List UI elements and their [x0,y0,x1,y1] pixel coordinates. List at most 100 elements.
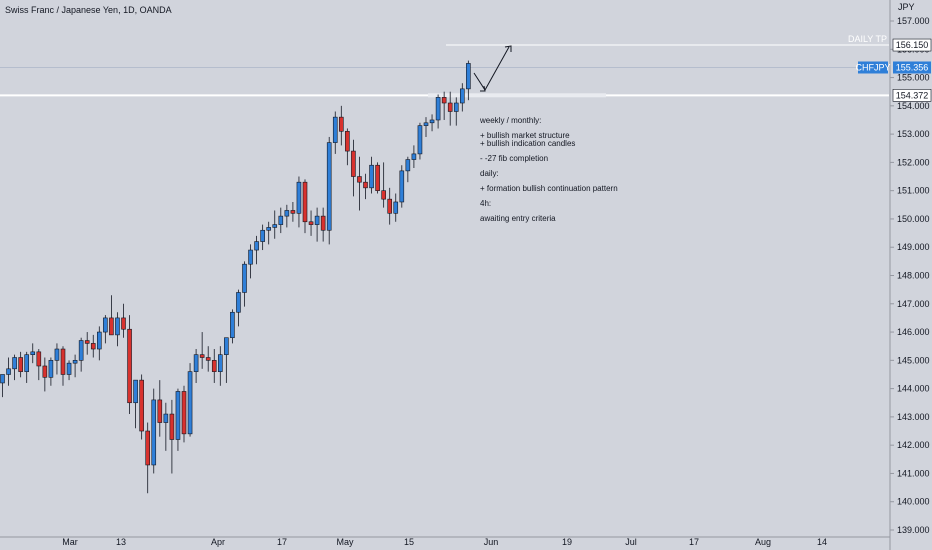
candle-down[interactable] [345,128,350,166]
projection-path[interactable] [473,45,512,92]
candle-up[interactable] [103,315,108,344]
candle-up[interactable] [0,374,5,398]
candle-up[interactable] [429,114,435,132]
candle-up[interactable] [411,145,417,169]
candle-down[interactable] [357,156,362,211]
candle-up[interactable] [6,357,11,386]
candle-up[interactable] [284,204,290,228]
target-price-tag[interactable] [892,38,932,52]
candle-up[interactable] [278,207,284,234]
candle-up[interactable] [314,207,320,242]
candle-down[interactable] [387,187,393,225]
candle-up[interactable] [24,351,30,383]
candle-up[interactable] [236,289,241,327]
candle-down[interactable] [381,162,386,208]
candle-up[interactable] [296,176,302,228]
candle-up[interactable] [151,388,157,474]
candle-up[interactable] [230,309,235,344]
candle-up[interactable] [193,349,199,383]
symbol-tag[interactable] [858,61,888,74]
candle-up[interactable] [405,156,411,183]
candle-down[interactable] [139,374,144,440]
candle-body [290,210,296,214]
candle-up[interactable] [266,221,272,245]
candle-down[interactable] [302,179,308,234]
candle-down[interactable] [60,346,66,386]
candle-down[interactable] [127,315,132,415]
candle-up[interactable] [218,346,223,386]
candle-up[interactable] [466,60,471,101]
candle-down[interactable] [205,346,211,372]
candle-down[interactable] [351,139,356,197]
candle-up[interactable] [54,343,60,375]
x-tick-label: 17 [689,537,699,547]
candle-up[interactable] [459,83,465,112]
candle-down[interactable] [121,303,126,338]
candle-body [0,374,5,384]
candle-down[interactable] [290,201,296,222]
candle-up[interactable] [272,210,278,239]
candle-body [363,181,368,189]
candle-down[interactable] [308,210,314,236]
symbol-tag-text: CHFJPY [855,62,890,72]
candle-down[interactable] [363,173,368,200]
candle-up[interactable] [332,111,338,154]
candle-up[interactable] [393,193,399,222]
candle-down[interactable] [211,349,217,383]
candle-up[interactable] [399,165,405,208]
candle-body [103,317,108,333]
candle-down[interactable] [169,399,175,474]
candle-up[interactable] [30,343,36,364]
candle-down[interactable] [157,380,163,437]
candle-down[interactable] [36,349,42,381]
candle-down[interactable] [320,207,326,242]
candle-body [236,292,241,313]
candle-up[interactable] [254,235,259,265]
candle-down[interactable] [145,422,150,494]
candle-down[interactable] [181,385,187,443]
candle-up[interactable] [133,379,138,429]
support-price-tag[interactable] [892,89,932,102]
candle-up[interactable] [115,312,120,347]
candle-down[interactable] [375,162,380,194]
candle-up[interactable] [260,224,265,251]
candle-down[interactable] [441,91,447,120]
y-tick-label: 143.000 [897,412,930,422]
candle-body [24,354,30,372]
candle-body [242,263,247,293]
candle-up[interactable] [97,326,102,361]
support-zone[interactable] [428,93,606,98]
candle-down[interactable] [109,295,114,336]
candle-up[interactable] [242,261,247,307]
candle-up[interactable] [224,337,229,383]
candle-up[interactable] [163,402,169,451]
candle-body [393,201,399,214]
candle-down[interactable] [199,332,205,369]
candle-up[interactable] [369,156,374,194]
candle-body [139,379,144,432]
candle-up[interactable] [453,97,459,126]
last-price-tag[interactable] [893,61,931,74]
candle-down[interactable] [84,332,90,355]
candle-up[interactable] [248,244,253,279]
candle-body [453,102,459,112]
candle-up[interactable] [175,388,181,451]
candle-down[interactable] [18,351,23,378]
candle-down[interactable] [42,357,48,392]
candle-up[interactable] [72,354,78,378]
candle-up[interactable] [417,122,423,160]
candle-up[interactable] [435,94,441,129]
candle-up[interactable] [423,117,429,137]
candle-up[interactable] [326,136,332,245]
candle-down[interactable] [338,105,344,146]
candle-up[interactable] [78,337,84,372]
candle-body [266,227,272,231]
candle-up[interactable] [48,357,54,386]
candle-up[interactable] [66,360,72,381]
candle-up[interactable] [12,354,17,381]
y-tick-label: 154.000 [897,101,930,111]
candle-up[interactable] [187,363,193,437]
candle-down[interactable] [90,334,96,358]
candle-down[interactable] [447,91,453,126]
